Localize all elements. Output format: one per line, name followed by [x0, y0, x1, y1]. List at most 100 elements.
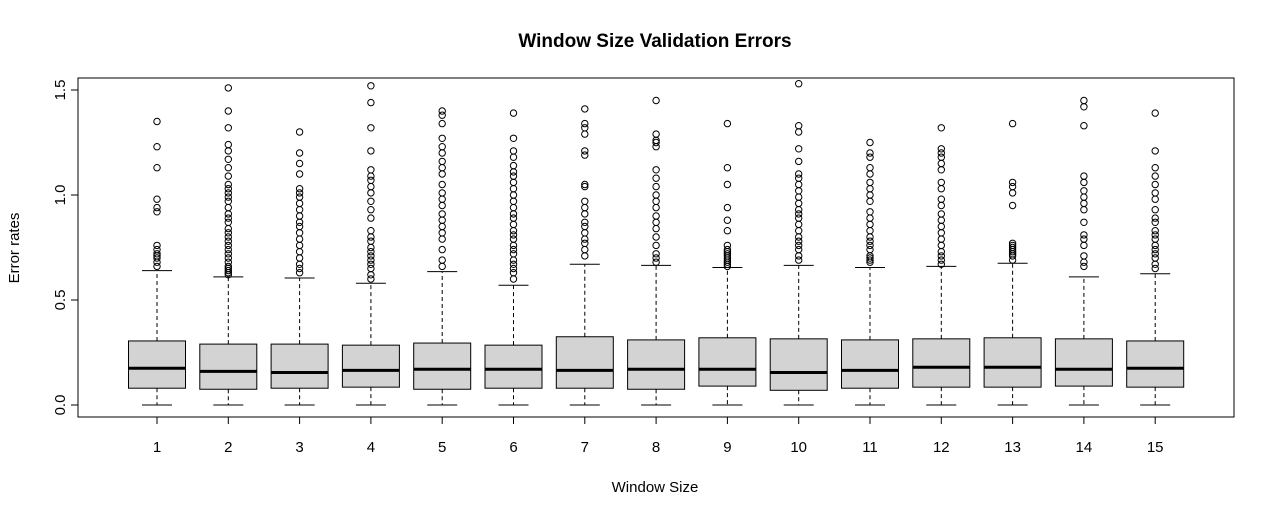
outlier-point [1151, 254, 1159, 262]
outlier-point [581, 229, 589, 237]
y-tick-label: 1.5 [52, 80, 69, 101]
outlier-point [295, 229, 304, 237]
outlier-point [153, 262, 161, 271]
outlier-point [581, 222, 589, 231]
outlier-point [1151, 250, 1159, 258]
outlier-point [937, 159, 945, 168]
outlier-point [367, 227, 375, 235]
outlier-point [367, 271, 375, 279]
y-axis-label: Error rates [6, 213, 23, 284]
outlier-point [367, 182, 375, 191]
outlier-point [723, 227, 732, 235]
outlier-point [866, 233, 874, 241]
outlier-point [224, 210, 233, 218]
iqr-box [555, 336, 614, 389]
outlier-point [1008, 241, 1017, 250]
outlier-point [438, 143, 446, 151]
outlier-point [295, 254, 304, 262]
outlier-point [224, 233, 233, 241]
iqr-box [1126, 340, 1185, 388]
chart-title: Window Size Validation Errors [518, 31, 791, 52]
outlier-point [438, 210, 446, 218]
outlier-point [224, 245, 233, 254]
outlier-point [866, 170, 874, 178]
outlier-point [295, 159, 304, 168]
outlier-point [581, 245, 589, 254]
outlier-point [581, 119, 589, 128]
box-3 [270, 128, 329, 406]
outlier-point [1151, 260, 1159, 268]
outlier-point [652, 166, 660, 174]
outlier-point [153, 245, 161, 254]
outlier-point [1151, 241, 1159, 250]
outlier-point [795, 170, 803, 178]
outlier-point [866, 237, 874, 245]
outlier-point [153, 164, 161, 172]
outlier-point [438, 164, 446, 172]
x-tick-label: 13 [1004, 439, 1021, 456]
x-tick-label: 12 [933, 439, 950, 456]
outlier-point [1151, 206, 1159, 214]
outlier-point [937, 166, 945, 174]
outlier-point [367, 147, 375, 155]
outlier-point [438, 229, 446, 237]
box-1 [128, 117, 186, 406]
outlier-point [1080, 258, 1088, 266]
outlier-point [1151, 172, 1159, 180]
outlier-point [509, 227, 518, 235]
outlier-point [509, 168, 518, 176]
outlier-point [1008, 189, 1017, 197]
outlier-point [795, 180, 803, 189]
outlier-point [1008, 119, 1017, 128]
outlier-point [509, 235, 518, 243]
x-tick-label: 7 [581, 439, 589, 456]
outlier-point [1151, 164, 1159, 172]
outlier-point [1151, 180, 1159, 189]
outlier-point [1008, 239, 1017, 248]
outlier-point [937, 195, 945, 203]
outlier-point [509, 109, 518, 117]
outlier-point [438, 149, 446, 157]
outlier-point [295, 269, 304, 277]
outlier-point [937, 222, 945, 231]
outlier-point [509, 245, 518, 254]
outlier-point [937, 124, 945, 132]
outlier-point [866, 191, 874, 199]
outlier-point [367, 98, 375, 107]
outlier-point [509, 191, 518, 199]
outlier-point [866, 138, 874, 147]
outlier-point [438, 157, 446, 166]
outlier-point [509, 161, 518, 170]
outlier-point [937, 210, 945, 218]
outlier-point [367, 197, 375, 206]
outlier-point [795, 122, 803, 130]
outlier-point [153, 208, 161, 216]
outlier-point [224, 147, 233, 155]
x-tick-label: 5 [438, 439, 446, 456]
x-tick-label: 2 [224, 439, 232, 456]
outlier-point [367, 189, 375, 197]
box-4 [341, 82, 400, 406]
outlier-point [224, 258, 233, 266]
outlier-point [1080, 241, 1088, 250]
outlier-point [652, 96, 660, 105]
outlier-point [652, 218, 660, 227]
outlier-point [509, 264, 518, 273]
outlier-point [652, 203, 660, 212]
outlier-point [652, 233, 660, 241]
outlier-point [723, 119, 732, 128]
iqr-box [270, 343, 329, 389]
outlier-point [581, 124, 589, 132]
outlier-point [937, 216, 945, 224]
outlier-point [1151, 264, 1159, 273]
iqr-box [199, 343, 258, 390]
outlier-point [652, 212, 660, 220]
outlier-point [1151, 195, 1159, 203]
outlier-point [295, 149, 304, 157]
outlier-point [224, 214, 233, 222]
outlier-point [652, 224, 660, 233]
outlier-point [295, 128, 304, 136]
outlier-point [1080, 231, 1088, 239]
outlier-point [509, 275, 518, 283]
